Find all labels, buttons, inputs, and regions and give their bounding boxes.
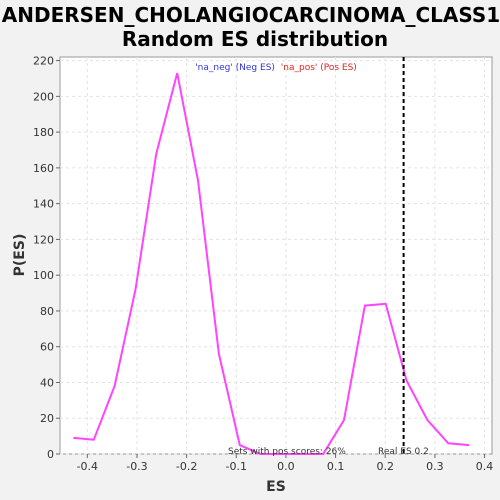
- plot-area: [59, 56, 493, 455]
- y-tick-label: 40: [40, 376, 54, 389]
- chart-title-line1: ANDERSEN_CHOLANGIOCARCINOMA_CLASS1:: [2, 3, 500, 27]
- y-tick-label: 60: [40, 341, 54, 354]
- chart-title-line2: Random ES distribution: [122, 27, 388, 51]
- x-axis: -0.4 -0.3 -0.2 -0.1 0.0 0.1 0.2 0.3 0.4: [77, 454, 494, 473]
- y-tick-label: 20: [40, 412, 54, 425]
- y-tick-label: 220: [33, 55, 54, 68]
- legend-item-pos: 'na_pos' (Pos ES): [281, 63, 357, 73]
- legend-item-neg: 'na_neg' (Neg ES): [195, 63, 275, 73]
- x-tick-label: 0.0: [277, 460, 295, 473]
- y-tick-label: 120: [33, 233, 54, 246]
- x-tick-label: -0.1: [226, 460, 247, 473]
- real-es-label: Real ES 0.2: [378, 447, 429, 457]
- y-tick-label: 140: [33, 198, 54, 211]
- y-tick-label: 160: [33, 162, 54, 175]
- x-tick-label: 0.3: [426, 460, 444, 473]
- y-tick-label: 100: [33, 269, 54, 282]
- x-axis-label: ES: [266, 479, 286, 495]
- x-tick-label: -0.2: [176, 460, 197, 473]
- x-tick-label: 0.2: [376, 460, 394, 473]
- y-tick-label: 180: [33, 126, 54, 139]
- pos-scores-annotation: Sets with pos scores: 26%: [228, 447, 346, 457]
- svg-text:'na_neg' (Neg ES) 'na_po: 'na_neg' (Neg ES) 'na_pos' (Pos ES): [195, 63, 357, 73]
- x-tick-label: -0.3: [126, 460, 147, 473]
- x-tick-label: 0.4: [476, 460, 494, 473]
- y-axis: 0 20 40 60 80 100 120 140 160 180 200 220: [33, 55, 60, 461]
- y-tick-label: 0: [47, 448, 54, 461]
- grid: [60, 57, 492, 455]
- x-tick-label: 0.1: [327, 460, 345, 473]
- x-tick-label: -0.4: [77, 460, 98, 473]
- y-tick-label: 80: [40, 305, 54, 318]
- y-tick-label: 200: [33, 90, 54, 103]
- legend: 'na_neg' (Neg ES) 'na_pos' (Pos ES): [195, 63, 357, 73]
- y-axis-label: P(ES): [12, 234, 28, 277]
